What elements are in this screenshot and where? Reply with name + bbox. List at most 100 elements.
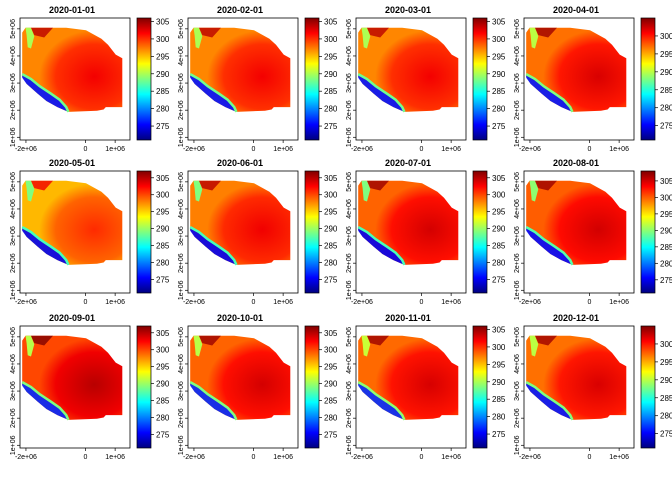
temperature-raster	[526, 336, 626, 420]
y-tick-label: 2e+06	[346, 408, 353, 428]
x-tick-label: 0	[419, 299, 423, 306]
y-tick-label: 3e+06	[514, 226, 521, 246]
colorbar-tick-label: 280	[660, 412, 672, 421]
y-tick-label: 4e+06	[514, 199, 521, 219]
x-tick-label: -2e+06	[351, 454, 373, 461]
y-tick-label: 1e+06	[178, 435, 185, 455]
y-tick-label: 2e+06	[10, 253, 17, 273]
temperature-raster	[358, 181, 458, 265]
y-tick-label: 4e+06	[514, 354, 521, 374]
colorbar-tick-label: 295	[660, 210, 672, 219]
y-tick-label: 3e+06	[10, 73, 17, 93]
x-tick-label: 0	[419, 454, 423, 461]
panel-plot: -2e+06 0 1e+06 1e+06 2e+06 3e+06 4e+06 5e+06 275…	[336, 0, 504, 160]
colorbar	[473, 326, 487, 448]
y-tick-label: 1e+06	[10, 127, 17, 147]
colorbar-tick-label: 295	[660, 358, 672, 367]
y-tick-label: 5e+06	[514, 19, 521, 39]
map-panel: 2020-11-01 -2e+06 0 1e+06 1e+06 2e+06 3e+06 4e+…	[336, 308, 504, 468]
y-tick-label: 2e+06	[514, 253, 521, 273]
map-panel: 2020-09-01 -2e+06 0 1e+06 1e+06 2e+06 3e+06 4e+…	[0, 308, 168, 468]
x-tick-label: 1e+06	[105, 299, 125, 306]
y-tick-label: 3e+06	[178, 226, 185, 246]
y-tick-label: 1e+06	[514, 280, 521, 300]
y-tick-label: 3e+06	[346, 381, 353, 401]
panel-plot: -2e+06 0 1e+06 1e+06 2e+06 3e+06 4e+06 5e+06 275…	[336, 153, 504, 313]
temperature-raster	[22, 336, 122, 420]
y-tick-label: 5e+06	[346, 172, 353, 192]
map-panel: 2020-06-01 -2e+06 0 1e+06 1e+06 2e+06 3e+06 4e+…	[168, 153, 336, 313]
colorbar	[305, 326, 319, 448]
temperature-raster	[526, 28, 626, 112]
y-tick-label: 5e+06	[514, 327, 521, 347]
x-tick-label: 1e+06	[273, 146, 293, 153]
map-panel: 2020-12-01 -2e+06 0 1e+06 1e+06 2e+06 3e+06 4e+…	[504, 308, 672, 468]
y-tick-label: 4e+06	[514, 46, 521, 66]
colorbar	[641, 326, 655, 448]
map-panel: 2020-04-01 -2e+06 0 1e+06 1e+06 2e+06 3e+06 4e+…	[504, 0, 672, 160]
colorbar	[305, 18, 319, 140]
colorbar	[641, 171, 655, 293]
panel-plot: -2e+06 0 1e+06 1e+06 2e+06 3e+06 4e+06 5e+06 275…	[168, 153, 336, 313]
y-tick-label: 4e+06	[10, 354, 17, 374]
y-tick-label: 1e+06	[514, 127, 521, 147]
colorbar-tick-label: 285	[660, 243, 672, 252]
x-tick-label: -2e+06	[183, 146, 205, 153]
temperature-raster	[22, 181, 122, 265]
x-tick-label: -2e+06	[15, 146, 37, 153]
x-tick-label: 1e+06	[105, 146, 125, 153]
colorbar	[641, 18, 655, 140]
map-panel: 2020-07-01 -2e+06 0 1e+06 1e+06 2e+06 3e+06 4e+…	[336, 153, 504, 313]
y-tick-label: 2e+06	[346, 100, 353, 120]
y-tick-label: 2e+06	[178, 253, 185, 273]
y-tick-label: 1e+06	[346, 127, 353, 147]
x-tick-label: -2e+06	[15, 454, 37, 461]
map-panel: 2020-03-01 -2e+06 0 1e+06 1e+06 2e+06 3e+06 4e+…	[336, 0, 504, 160]
map-panel: 2020-02-01 -2e+06 0 1e+06 1e+06 2e+06 3e+06 4e+…	[168, 0, 336, 160]
y-tick-label: 2e+06	[10, 408, 17, 428]
y-tick-label: 2e+06	[178, 100, 185, 120]
x-tick-label: -2e+06	[15, 299, 37, 306]
colorbar-tick-label: 305	[660, 177, 672, 186]
y-tick-label: 5e+06	[10, 19, 17, 39]
colorbar-tick-label: 285	[660, 394, 672, 403]
colorbar-tick-label: 280	[660, 104, 672, 113]
y-tick-label: 5e+06	[10, 172, 17, 192]
colorbar	[137, 171, 151, 293]
temperature-raster	[358, 28, 458, 112]
y-tick-label: 4e+06	[178, 199, 185, 219]
y-tick-label: 1e+06	[178, 280, 185, 300]
x-tick-label: 1e+06	[609, 299, 629, 306]
temperature-raster	[190, 336, 290, 420]
y-tick-label: 4e+06	[178, 46, 185, 66]
temperature-raster	[526, 181, 626, 265]
colorbar-tick-label: 290	[660, 226, 672, 235]
y-tick-label: 3e+06	[178, 73, 185, 93]
x-tick-label: 1e+06	[105, 454, 125, 461]
y-tick-label: 3e+06	[178, 381, 185, 401]
colorbar-tick-label: 290	[660, 376, 672, 385]
x-tick-label: 0	[587, 146, 591, 153]
y-tick-label: 2e+06	[514, 100, 521, 120]
panel-plot: -2e+06 0 1e+06 1e+06 2e+06 3e+06 4e+06 5e+06 275…	[0, 153, 168, 313]
y-tick-label: 3e+06	[10, 381, 17, 401]
temperature-raster	[190, 28, 290, 112]
x-tick-label: 1e+06	[273, 454, 293, 461]
y-tick-label: 4e+06	[10, 46, 17, 66]
colorbar-tick-label: 300	[660, 193, 672, 202]
y-tick-label: 4e+06	[346, 199, 353, 219]
colorbar-tick-label: 300	[660, 340, 672, 349]
y-tick-label: 5e+06	[178, 327, 185, 347]
colorbar-tick-label: 295	[660, 50, 672, 59]
x-tick-label: -2e+06	[183, 299, 205, 306]
panel-plot: -2e+06 0 1e+06 1e+06 2e+06 3e+06 4e+06 5e+06 275…	[504, 308, 672, 468]
x-tick-label: 1e+06	[609, 146, 629, 153]
y-tick-label: 3e+06	[346, 226, 353, 246]
x-tick-label: -2e+06	[519, 299, 541, 306]
map-panel: 2020-10-01 -2e+06 0 1e+06 1e+06 2e+06 3e+06 4e+…	[168, 308, 336, 468]
x-tick-label: 1e+06	[441, 454, 461, 461]
x-tick-label: 0	[251, 454, 255, 461]
x-tick-label: -2e+06	[519, 454, 541, 461]
map-panel: 2020-05-01 -2e+06 0 1e+06 1e+06 2e+06 3e+06 4e+…	[0, 153, 168, 313]
